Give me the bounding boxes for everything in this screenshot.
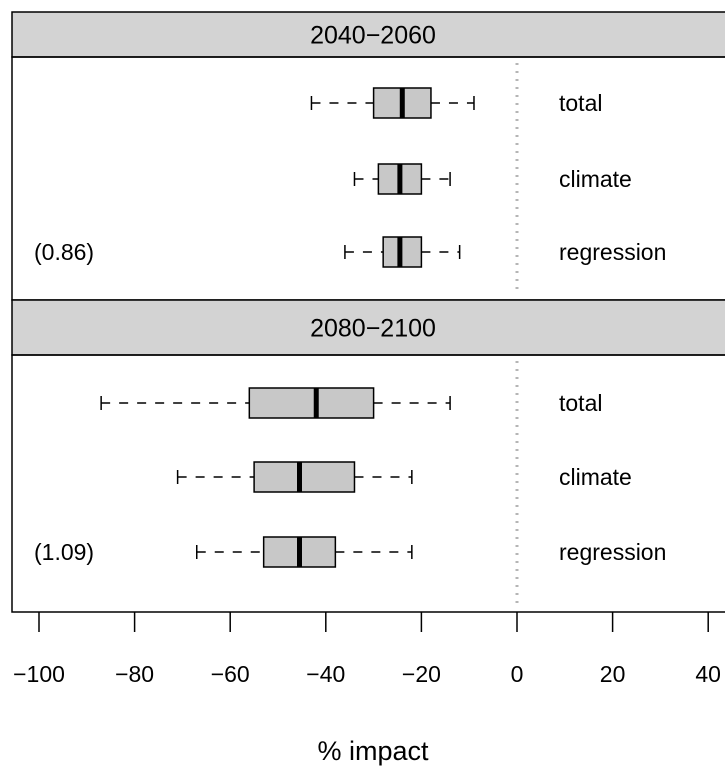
panel-title: 2080−2100 <box>310 315 436 343</box>
box-iqr <box>253 461 356 493</box>
x-tick-label: −100 <box>13 661 65 687</box>
x-tick-label: −40 <box>306 661 345 687</box>
x-tick-label: −20 <box>402 661 441 687</box>
panel-title: 2040−2060 <box>310 22 436 50</box>
panel-annotation: (1.09) <box>34 539 94 565</box>
panel-body <box>11 354 725 613</box>
x-axis-label: % impact <box>317 736 429 766</box>
row-label: total <box>559 90 602 116</box>
row-label: regression <box>559 539 666 565</box>
row-label: regression <box>559 239 666 265</box>
panel-strip <box>11 11 725 58</box>
x-tick-label: 0 <box>511 661 524 687</box>
x-tick-label: −80 <box>115 661 154 687</box>
row-label: total <box>559 390 602 416</box>
x-tick-label: 40 <box>695 661 721 687</box>
panel-annotation: (0.86) <box>34 239 94 265</box>
row-label: climate <box>559 166 632 192</box>
x-tick-label: −60 <box>211 661 250 687</box>
row-label: climate <box>559 464 632 490</box>
x-tick-label: 20 <box>600 661 626 687</box>
panel-strip <box>11 299 725 356</box>
box-iqr <box>248 387 375 419</box>
